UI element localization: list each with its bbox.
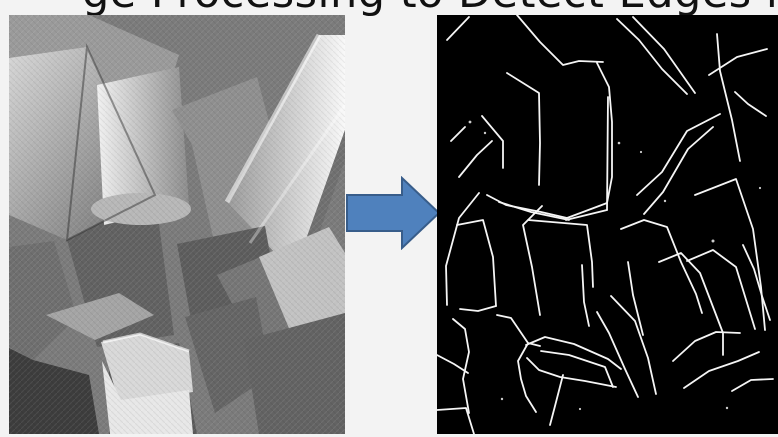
edge-detection-image	[437, 15, 778, 434]
right-arrow-icon	[345, 175, 441, 251]
grayscale-blocks-photo	[9, 15, 345, 434]
slide-title-fragment: ge Processing to Detect Edges in Image	[82, 0, 778, 17]
